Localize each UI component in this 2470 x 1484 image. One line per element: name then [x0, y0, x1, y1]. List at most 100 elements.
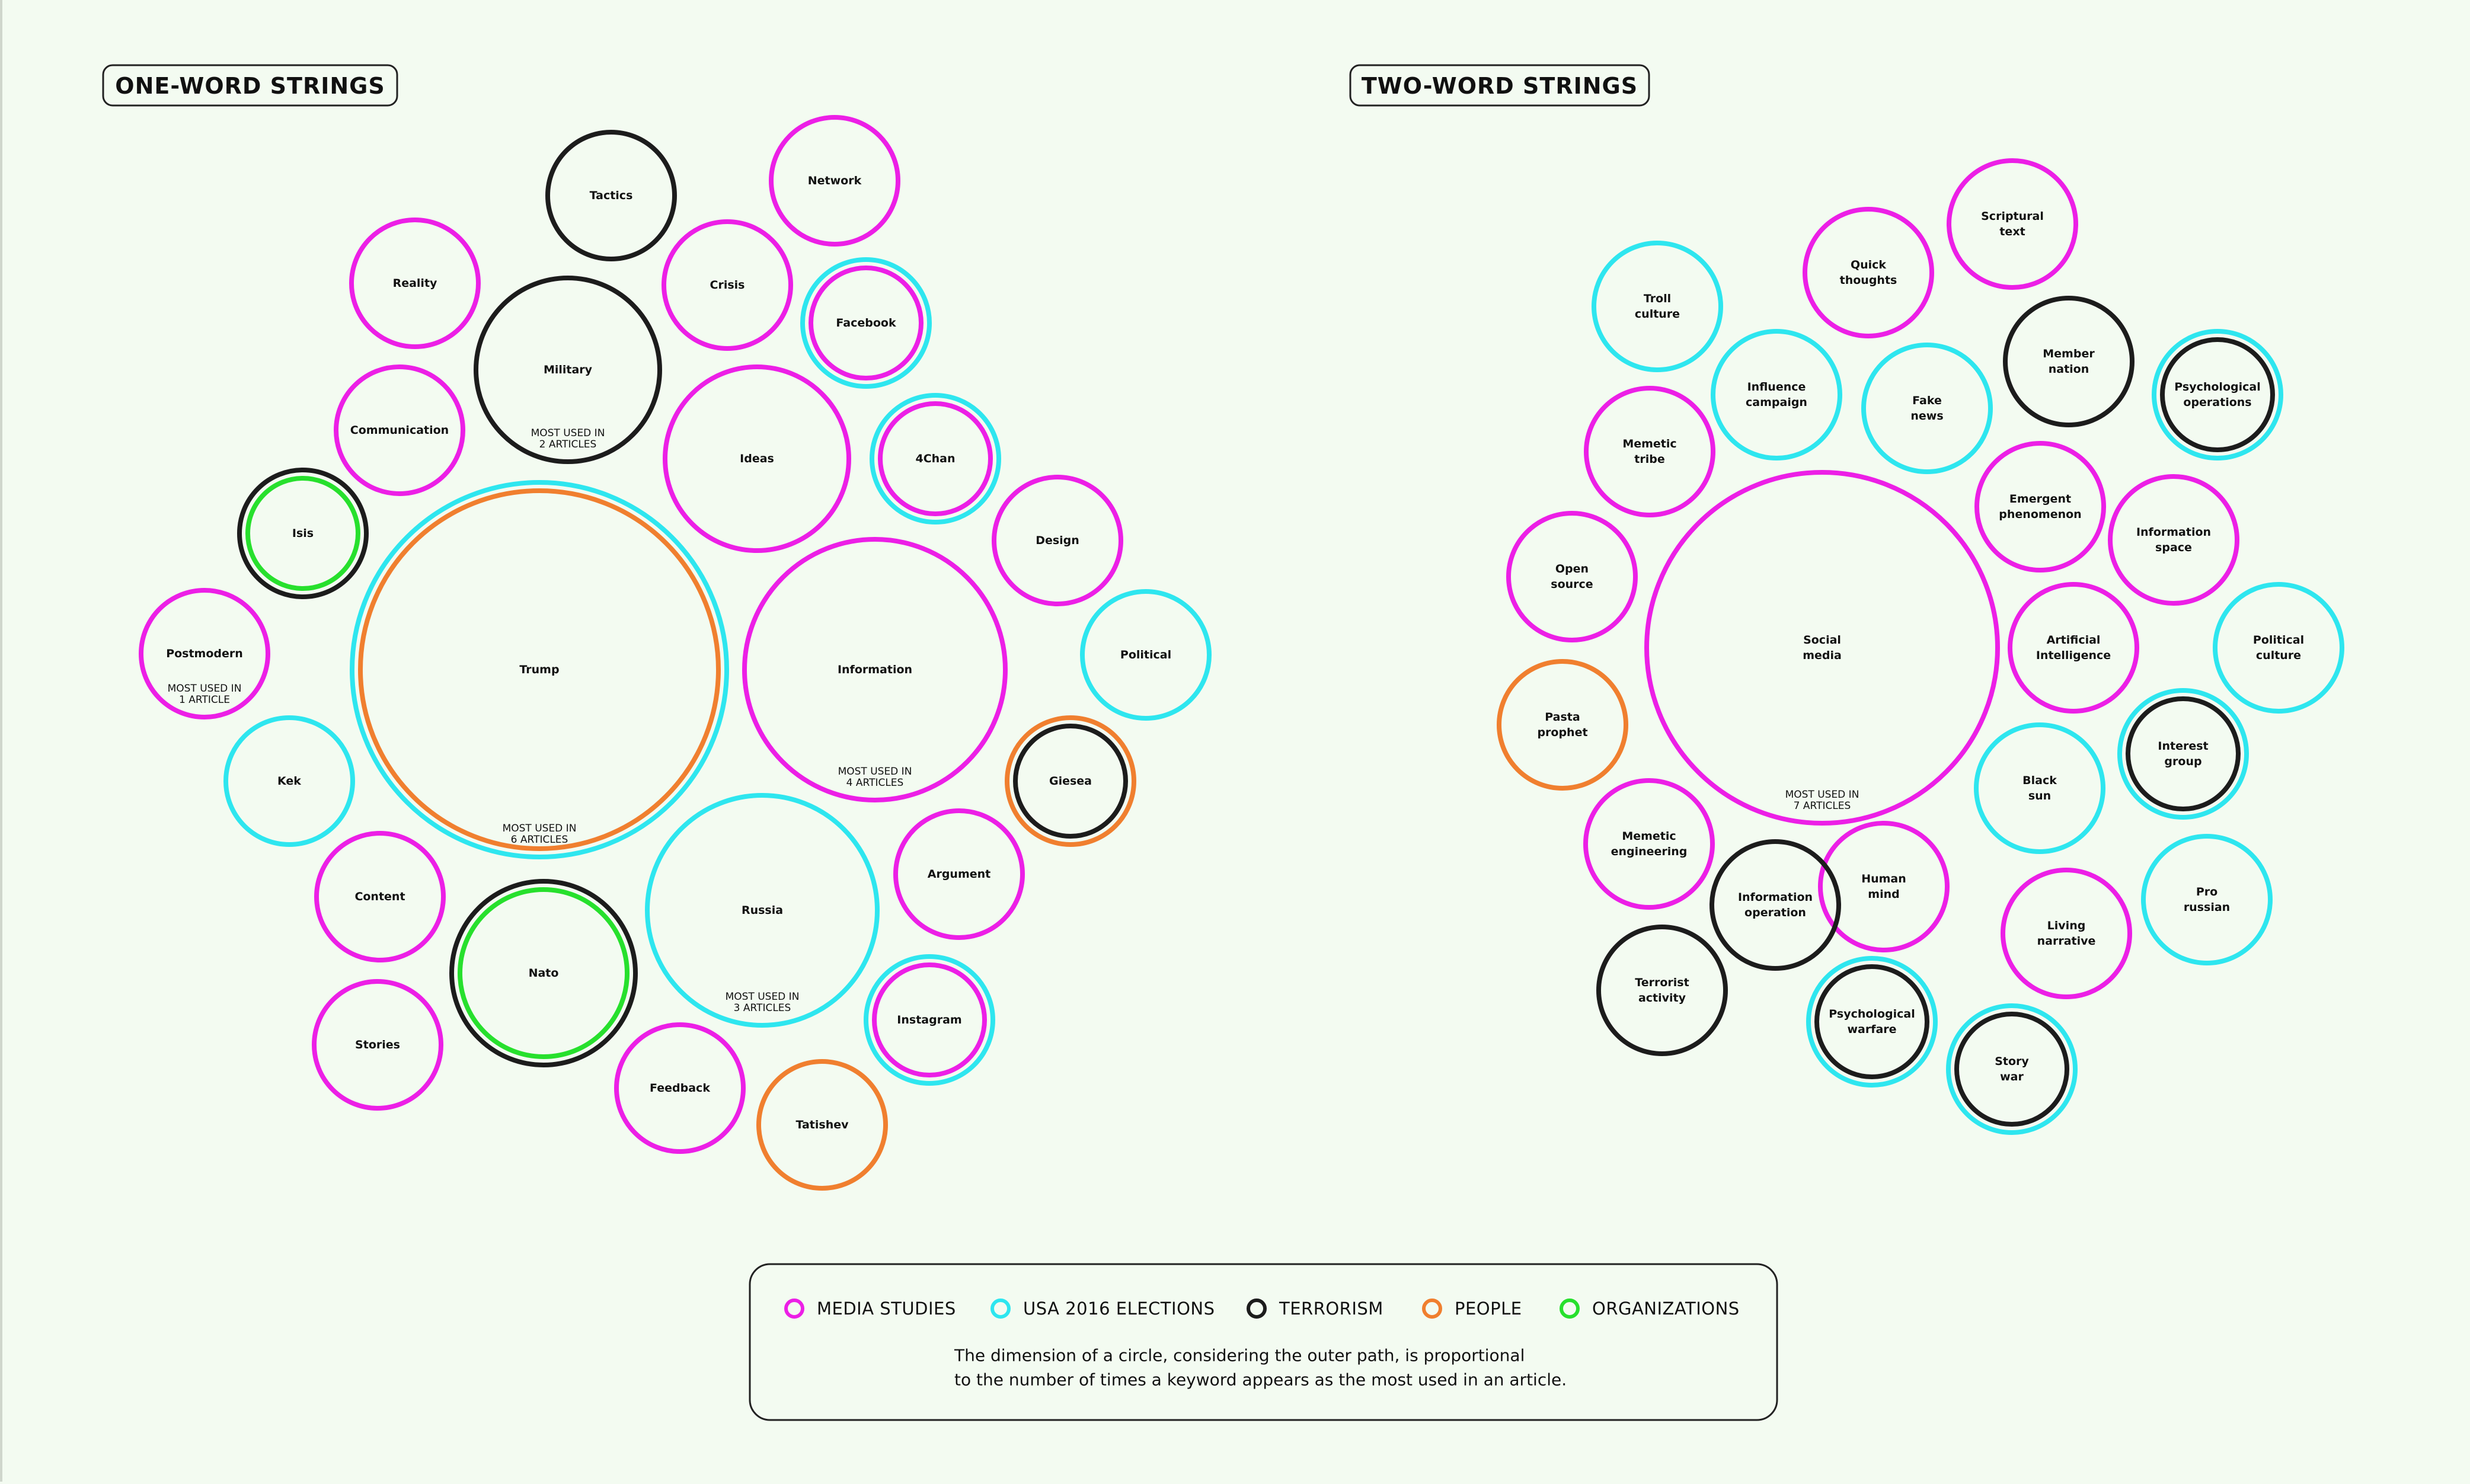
two-social-media-ring-media-studies [1644, 470, 2000, 826]
legend-caption-line-1: The dimension of a circle, considering t… [954, 1346, 1525, 1365]
two-story-war-ring-terrorism [1954, 1012, 2069, 1127]
one-nato-ring-organizations [458, 887, 630, 1059]
one-ideas-ring-media-studies [663, 364, 851, 553]
one-communication-bubble: Communication [334, 364, 465, 496]
one-network-ring-media-studies [769, 115, 900, 247]
two-interest-group-ring-usa-2016-elections [2117, 688, 2249, 820]
two-memetic-tribe-ring-media-studies [1584, 386, 1715, 517]
two-fake-news-ring-usa-2016-elections [1861, 343, 1993, 474]
one-political-bubble: Political [1080, 589, 1212, 721]
two-emergent-phenomenon-label: phenomenon [1999, 508, 2081, 521]
one-stories-label: Stories [355, 1038, 400, 1051]
one-4chan-label: 4Chan [915, 452, 955, 465]
two-human-mind-bubble: Human mind [1818, 821, 1950, 952]
legend-label: ORGANIZATIONS [1592, 1298, 1740, 1319]
two-quick-thoughts-label: Quick [1851, 258, 1886, 271]
one-ideas-label: Ideas [740, 452, 774, 465]
one-4chan-bubble: 4Chan [870, 393, 1001, 524]
two-psychological-warfare-bubble: Psychological warfare [1806, 956, 1938, 1088]
two-memetic-engineering-ring-media-studies [1583, 778, 1715, 910]
one-military-ring-terrorism [474, 276, 662, 464]
legend-swatch-organizations [1560, 1298, 1580, 1319]
two-social-media-label: media [1803, 649, 1842, 662]
two-psychological-operations-label: operations [2183, 396, 2251, 409]
one-military-bubble: Military MOST USED IN2 ARTICLES [474, 276, 662, 464]
one-design-label: Design [1036, 534, 1079, 547]
one-stories-ring-media-studies [312, 979, 443, 1111]
two-information-operation-label: Information [1738, 891, 1813, 904]
two-interest-group-ring-terrorism [2126, 696, 2241, 811]
two-artificial-intelligence-bubble: Artificial Intelligence [2008, 582, 2139, 714]
two-memetic-tribe-label: Memetic [1622, 437, 1676, 450]
one-facebook-ring-usa-2016-elections [800, 257, 932, 389]
two-quick-thoughts-ring-media-studies [1803, 207, 1934, 338]
two-member-nation-bubble: Member nation [2003, 296, 2135, 427]
two-living-narrative-label: narrative [2037, 935, 2096, 948]
two-troll-culture-ring-usa-2016-elections [1592, 241, 1723, 372]
two-memetic-tribe-bubble: Memetic tribe [1584, 386, 1715, 517]
one-information-note: 4 ARTICLES [846, 777, 904, 789]
two-information-operation-label: operation [1744, 906, 1806, 919]
two-political-culture-label: Political [2253, 634, 2304, 647]
two-black-sun-label: sun [2028, 789, 2051, 802]
one-trump-label: Trump [519, 663, 559, 676]
one-content-label: Content [354, 890, 405, 903]
two-fake-news-label: Fake [1912, 394, 1942, 407]
legend-box [749, 1263, 1778, 1421]
one-crisis-bubble: Crisis [662, 219, 793, 351]
one-tactics-ring-terrorism [545, 130, 677, 261]
one-postmodern-note: MOST USED IN [168, 683, 242, 695]
two-psychological-operations-ring-terrorism [2160, 337, 2275, 452]
legend-swatch-people [1422, 1298, 1442, 1319]
one-isis-ring-terrorism [237, 468, 369, 599]
one-4chan-ring-media-studies [878, 401, 993, 516]
section-title-two-word: TWO-WORD STRINGS [1362, 73, 1638, 99]
two-open-source-label: source [1551, 578, 1593, 591]
one-nato-label: Nato [529, 967, 559, 980]
two-memetic-engineering-bubble: Memetic engineering [1583, 778, 1715, 910]
two-influence-campaign-bubble: Influence campaign [1711, 329, 1842, 460]
one-trump-ring-usa-2016-elections [350, 480, 729, 859]
two-story-war-label: Story [1995, 1055, 2029, 1068]
two-information-space-ring-media-studies [2108, 474, 2239, 606]
two-information-space-label: Information [2136, 526, 2211, 539]
two-open-source-label: Open [1555, 562, 1589, 575]
section-title-one-word: ONE-WORD STRINGS [115, 73, 385, 99]
one-instagram-label: Instagram [897, 1013, 961, 1026]
legend-label: USA 2016 ELECTIONS [1023, 1298, 1215, 1319]
two-fake-news-bubble: Fake news [1861, 343, 1993, 474]
one-tactics-bubble: Tactics [545, 130, 677, 261]
two-social-media-note: MOST USED IN [1785, 789, 1859, 801]
one-russia-note: 3 ARTICLES [734, 1002, 791, 1014]
legend-item-people: PEOPLE [1422, 1298, 1522, 1319]
two-influence-campaign-label: Influence [1747, 380, 1806, 394]
two-member-nation-label: Member [2043, 347, 2095, 360]
two-terrorist-activity-label: Terrorist [1635, 976, 1689, 989]
one-feedback-ring-media-studies [614, 1022, 746, 1154]
one-reality-ring-media-studies [349, 218, 481, 349]
one-kek-label: Kek [277, 775, 301, 788]
section-header-one-word: ONE-WORD STRINGS [102, 64, 398, 107]
one-giesea-ring-terrorism [1013, 724, 1128, 839]
two-black-sun-label: Black [2022, 774, 2057, 787]
one-network-label: Network [808, 174, 862, 187]
two-human-mind-ring-media-studies [1818, 821, 1950, 952]
one-postmodern-ring-media-studies [139, 588, 270, 719]
one-nato-bubble: Nato [449, 879, 638, 1067]
two-artificial-intelligence-ring-media-studies [2008, 582, 2139, 714]
two-information-space-label: space [2155, 541, 2192, 554]
one-trump-note: 6 ARTICLES [511, 834, 568, 846]
two-emergent-phenomenon-bubble: Emergent phenomenon [1974, 441, 2106, 573]
two-terrorist-activity-ring-terrorism [1596, 925, 1728, 1056]
two-interest-group-bubble: Interest group [2117, 688, 2249, 820]
two-living-narrative-ring-media-studies [2001, 868, 2132, 999]
two-information-operation-ring-terrorism [1709, 839, 1841, 971]
one-postmodern-label: Postmodern [166, 647, 243, 660]
two-quick-thoughts-label: thoughts [1840, 274, 1897, 287]
two-political-culture-bubble: Political culture [2213, 582, 2344, 714]
one-trump-bubble: Trump MOST USED IN6 ARTICLES [350, 480, 729, 859]
two-psychological-warfare-label: Psychological [1829, 1008, 1915, 1021]
two-scriptural-text-ring-media-studies [1947, 158, 2078, 290]
one-trump-note: MOST USED IN [503, 823, 577, 834]
